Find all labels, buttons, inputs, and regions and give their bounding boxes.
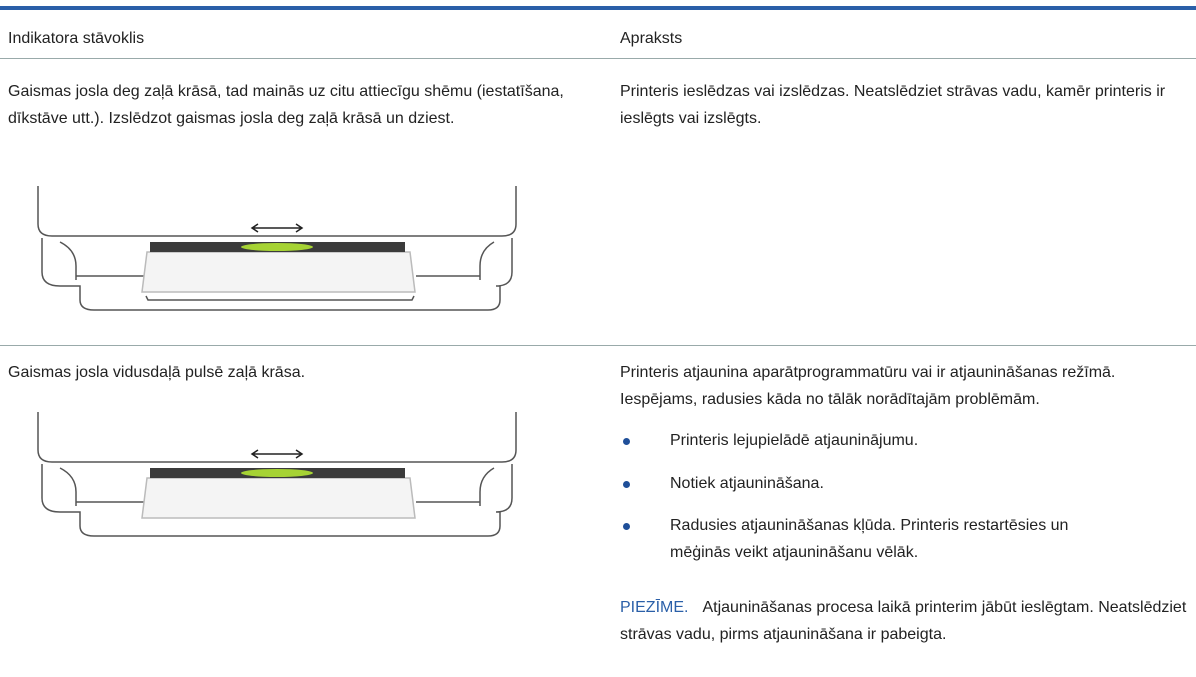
- bullet-item: Printeris lejupielādē atjauninājumu.: [620, 428, 1120, 455]
- top-rule: [0, 6, 1196, 10]
- state-text: Gaismas josla vidusdaļā pulsē zaļā krāsa…: [8, 364, 306, 381]
- header-cell: Apraksts: [620, 30, 683, 47]
- description-text: Printeris ieslēdzas vai izslēdzas. Neats…: [620, 83, 1166, 127]
- state-text: Gaismas josla deg zaļā krāsā, tad mainās…: [8, 83, 564, 127]
- note: PIEZĪME. Atjaunināšanas procesa laikā pri…: [620, 595, 1190, 648]
- row-rule: [0, 58, 1196, 59]
- description-text: Printeris atjaunina aparātprogrammatūru …: [620, 364, 1116, 408]
- row-rule: [0, 345, 1196, 346]
- printer-illustration: [37, 412, 517, 537]
- note-text: Atjaunināšanas procesa laikā printerim j…: [620, 599, 1187, 643]
- bullet-list: Printeris lejupielādē atjauninājumu. Not…: [620, 428, 1120, 582]
- printer-illustration: [37, 186, 517, 311]
- header-cell: Indikatora stāvoklis: [8, 30, 145, 47]
- bullet-item: Notiek atjaunināšana.: [620, 471, 1120, 498]
- bullet-item: Radusies atjaunināšanas kļūda. Printeris…: [620, 513, 1120, 566]
- note-label: PIEZĪME.: [620, 599, 689, 616]
